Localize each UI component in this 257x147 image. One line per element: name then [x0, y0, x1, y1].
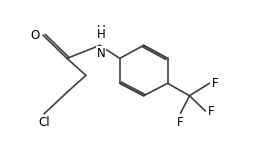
Text: F: F [177, 116, 184, 128]
Text: H: H [96, 28, 105, 41]
Text: N: N [96, 47, 105, 60]
Text: N: N [96, 48, 105, 61]
Text: Cl: Cl [38, 116, 50, 129]
Text: F: F [208, 105, 214, 117]
Text: O: O [31, 29, 40, 42]
Text: H: H [96, 24, 105, 37]
Text: F: F [212, 77, 218, 90]
